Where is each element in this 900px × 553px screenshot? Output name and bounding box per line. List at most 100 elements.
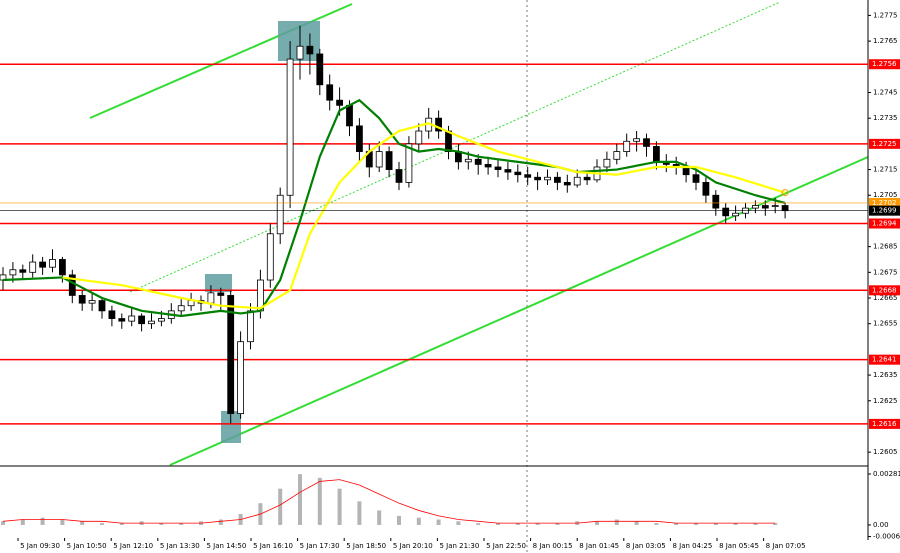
level-label: 1.2756 xyxy=(872,60,897,68)
candle-body xyxy=(157,318,165,322)
candle-body xyxy=(355,125,363,152)
candle-body xyxy=(128,315,136,322)
candle-body xyxy=(613,151,621,160)
x-tick-label: 5 Jan 13:30 xyxy=(160,542,200,550)
price-label: 1.2702 xyxy=(872,199,897,207)
y-tick-label: 1.2635 xyxy=(873,371,898,379)
y-tick-label: 1.2625 xyxy=(873,397,898,405)
candle-body xyxy=(286,58,294,196)
moving-average xyxy=(62,122,786,310)
candle-body xyxy=(544,176,551,181)
candle-body xyxy=(336,99,344,106)
x-tick-label: 5 Jan 09:30 xyxy=(20,542,60,550)
histogram-bar xyxy=(60,519,65,525)
y-tick-label: 1.2655 xyxy=(873,320,898,328)
level-label: 1.2616 xyxy=(872,420,897,428)
histogram-bar xyxy=(40,517,45,525)
histogram-bar xyxy=(397,515,401,525)
x-tick-label: 8 Jan 04:25 xyxy=(672,542,712,550)
histogram-bar xyxy=(476,523,481,525)
histogram-bar xyxy=(357,501,362,525)
candle-body xyxy=(692,174,700,183)
histogram-bar xyxy=(515,523,520,525)
y-tick-label: 1.2715 xyxy=(873,166,898,174)
candle-body xyxy=(227,295,235,415)
candle-body xyxy=(573,176,581,186)
candle-body xyxy=(395,169,403,183)
x-tick-label: 5 Jan 21:30 xyxy=(439,542,479,550)
signal-boxes xyxy=(205,21,320,443)
indicator-tick-label: 0.00 xyxy=(873,521,889,529)
candle-body xyxy=(9,269,17,276)
y-tick-label: 1.2705 xyxy=(873,191,898,199)
histogram-bar xyxy=(179,523,184,525)
histogram-bar xyxy=(555,523,560,525)
candle-body xyxy=(781,205,789,212)
candle-body xyxy=(583,176,591,181)
candle-body xyxy=(177,305,185,312)
x-tick-label: 8 Jan 03:05 xyxy=(626,542,666,550)
x-tick-label: 8 Jan 07:05 xyxy=(766,542,806,550)
candle-body xyxy=(682,166,690,176)
candle-body xyxy=(702,182,710,196)
histogram-bar xyxy=(496,523,500,525)
x-tick-label: 5 Jan 10:50 xyxy=(67,542,107,550)
histogram-bar xyxy=(278,488,283,525)
price-label-box xyxy=(869,197,900,208)
histogram-bar xyxy=(159,523,164,525)
candle-body xyxy=(494,166,502,170)
x-tick-label: 8 Jan 00:15 xyxy=(533,542,573,550)
channel-line xyxy=(169,156,869,466)
y-tick-label: 1.2685 xyxy=(873,243,898,251)
x-tick-label: 8 Jan 05:45 xyxy=(719,542,759,550)
x-tick-label: 8 Jan 01:45 xyxy=(579,542,619,550)
candle-body xyxy=(643,138,650,147)
channel-line xyxy=(129,1,781,293)
candle-body xyxy=(464,158,472,163)
candle-body xyxy=(435,117,443,132)
x-tick-label: 5 Jan 17:30 xyxy=(300,542,340,550)
candle-body xyxy=(603,158,611,168)
histogram-bar xyxy=(1,521,5,525)
candle-body xyxy=(98,300,106,312)
histogram-bar xyxy=(674,523,679,525)
x-tick-label: 5 Jan 18:50 xyxy=(346,542,386,550)
histogram-bar xyxy=(298,474,302,525)
price-label: 1.2699 xyxy=(872,207,897,215)
histogram-bar xyxy=(337,488,342,525)
histogram-bar xyxy=(416,517,421,525)
candle-body xyxy=(19,269,27,273)
candle-body xyxy=(296,45,304,60)
indicator-tick-label: 0.00281 xyxy=(873,470,900,478)
histogram-bar xyxy=(119,523,124,525)
histogram-bar xyxy=(317,477,322,525)
candle-body xyxy=(771,205,779,207)
candle-body xyxy=(266,233,274,281)
candle-body xyxy=(237,341,245,415)
price-label-box xyxy=(869,205,900,216)
candle-body xyxy=(148,320,155,325)
candle-body xyxy=(29,261,37,273)
candle-body xyxy=(761,205,769,209)
candle-body xyxy=(524,174,532,178)
candle-body xyxy=(207,292,215,304)
signal-box xyxy=(221,411,241,443)
candle-body xyxy=(217,292,225,296)
candle-body xyxy=(88,300,96,304)
x-tick-label: 5 Jan 22:50 xyxy=(486,542,526,550)
y-tick-label: 1.2765 xyxy=(873,37,898,45)
level-label: 1.2694 xyxy=(872,220,897,228)
histogram-bar xyxy=(733,523,738,525)
candle-body xyxy=(59,259,66,276)
candle-body xyxy=(722,207,730,217)
candle-body xyxy=(326,84,334,101)
candle-body xyxy=(445,130,452,152)
histogram-bar xyxy=(20,519,25,525)
level-label-box xyxy=(869,285,900,296)
indicator-tick-label: -0.00064 xyxy=(873,533,900,541)
candle-body xyxy=(39,261,46,268)
candle-body xyxy=(78,295,86,304)
candle-body xyxy=(375,151,383,168)
candle-body xyxy=(484,164,492,168)
